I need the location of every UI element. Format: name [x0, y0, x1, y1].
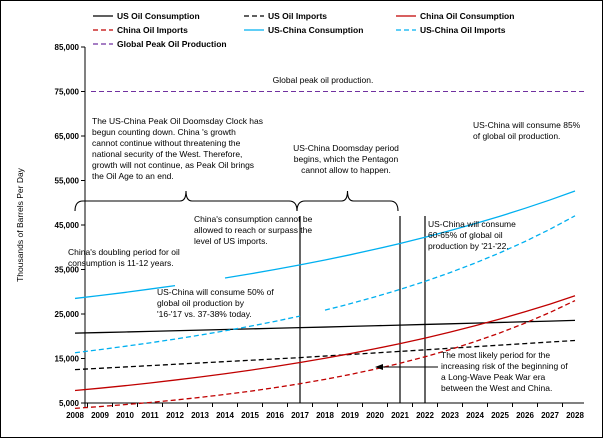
y-tick-label: 85,000	[55, 43, 80, 52]
legend-label: US-China Oil Imports	[420, 25, 506, 35]
annotation-line: national security of the West. Therefore…	[92, 149, 242, 159]
y-tick-label: 35,000	[55, 266, 80, 275]
annotation-line: US-China will consume 85%	[473, 120, 581, 130]
y-axis-title: Thousands of Barrels Per Day	[15, 167, 25, 282]
annotation-line: '16-'17 vs. 37-38% today.	[157, 309, 252, 319]
x-tick-label: 2013	[191, 411, 209, 420]
legend-label: China Oil Consumption	[420, 11, 514, 21]
y-tick-label: 5,000	[59, 399, 80, 408]
annotation-line: The most likely period for the	[441, 350, 550, 360]
x-tick-label: 2008	[66, 411, 84, 420]
y-tick-label: 45,000	[55, 221, 80, 230]
annotation-line: between the West and China.	[441, 383, 552, 393]
y-tick-label: 15,000	[55, 355, 80, 364]
series-line	[74, 315, 301, 354]
series-line	[324, 215, 576, 311]
series-line	[74, 319, 576, 334]
annotation-text: US-China will consume 60-65% of global oi…	[428, 219, 516, 251]
annotation-line: The US-China Peak Oil Doomsday Clock has	[92, 116, 263, 126]
series-line	[224, 190, 576, 279]
legend-label: China Oil Imports	[117, 25, 188, 35]
x-tick-label: 2010	[116, 411, 134, 420]
annotation-line: China's consumption cannot be	[194, 214, 313, 224]
legend-label: US-China Consumption	[268, 25, 363, 35]
annotation-line: level of US imports.	[194, 236, 268, 246]
y-tick-label: 65,000	[55, 132, 80, 141]
x-tick-label: 2028	[566, 411, 584, 420]
x-tick-label: 2018	[316, 411, 334, 420]
x-tick-label: 2027	[541, 411, 559, 420]
x-tick-label: 2016	[266, 411, 284, 420]
series-line	[74, 295, 576, 392]
x-tick-label: 2021	[391, 411, 409, 420]
annotation-line: global oil production by	[157, 298, 245, 308]
x-tick-label: 2025	[491, 411, 509, 420]
annotation-line: US-China Doomsday period	[293, 143, 399, 153]
annotation-line: begun counting down. China 's growth	[92, 127, 236, 137]
series-line	[74, 284, 176, 300]
annotation-line: consumption is 11-12 years.	[68, 258, 174, 268]
plot-area: 5,000 15,000 25,000 35,000 45,000 55,000 65,00…	[15, 43, 584, 420]
legend: US Oil Consumption US Oil Imports China Oi…	[93, 11, 514, 49]
brace-doomsday-clock	[74, 190, 298, 212]
annotations: Global peak oil production. The US-China …	[68, 75, 581, 393]
y-tick-label: 55,000	[55, 177, 80, 186]
legend-label: US Oil Imports	[268, 11, 327, 21]
y-tick-label: 75,000	[55, 88, 80, 97]
annotation-line: Global peak oil production.	[273, 75, 374, 85]
annotation-text: US-China Doomsday period begins, which th…	[293, 143, 399, 175]
annotation-text: US-China will consume 85% of global oil p…	[473, 120, 581, 141]
annotation-line: a Long-Wave Peak War era	[441, 372, 546, 382]
x-tick-label: 2024	[466, 411, 484, 420]
annotation-line: US-China will consume 50% of	[157, 287, 274, 297]
annotation-line: production by '21-'22.	[428, 241, 509, 251]
annotation-line: cannot continue without threatening the	[92, 138, 241, 148]
annotation-text: Global peak oil production.	[273, 75, 374, 85]
y-tick-label: 25,000	[55, 310, 80, 319]
brace-doomsday-period	[296, 190, 399, 212]
x-tick-label: 2011	[141, 411, 159, 420]
legend-label: Global Peak Oil Production	[117, 39, 227, 49]
annotation-line: 60-65% of global oil	[428, 230, 503, 240]
annotation-line: begins, which the Pentagon	[294, 154, 399, 164]
annotation-line: the Oil Age to an end.	[92, 171, 174, 181]
x-tick-label: 2022	[416, 411, 434, 420]
x-tick-label: 2023	[441, 411, 459, 420]
annotation-text: China's consumption cannot be allowed to …	[194, 214, 313, 246]
annotation-line: China's doubling period for oil	[68, 247, 180, 257]
x-tick-label: 2019	[341, 411, 359, 420]
annotation-line: of global oil production.	[473, 131, 560, 141]
annotation-text: The US-China Peak Oil Doomsday Clock has…	[92, 116, 263, 181]
x-tick-label: 2015	[241, 411, 259, 420]
x-tick-label: 2017	[291, 411, 309, 420]
x-tick-label: 2014	[216, 411, 234, 420]
annotation-line: cannot allow to happen.	[301, 165, 391, 175]
annotation-text: China's doubling period for oil consumpti…	[68, 247, 180, 268]
x-tick-label: 2020	[366, 411, 384, 420]
x-tick-label: 2012	[166, 411, 184, 420]
series-line	[74, 339, 576, 371]
annotation-text: The most likely period for the increasing…	[441, 350, 568, 393]
legend-label: US Oil Consumption	[117, 11, 200, 21]
series-line	[74, 300, 576, 409]
annotation-line: increasing risk of the beginning of	[441, 361, 568, 371]
x-tick-label: 2026	[516, 411, 534, 420]
annotation-text: US-China will consume 50% of global oil p…	[157, 287, 274, 319]
annotation-line: allowed to reach or surpass the	[194, 225, 312, 235]
annotation-line: US-China will consume	[428, 219, 516, 229]
annotation-line: growth will not continue, as Peak Oil br…	[92, 160, 254, 170]
x-tick-label: 2009	[91, 411, 109, 420]
